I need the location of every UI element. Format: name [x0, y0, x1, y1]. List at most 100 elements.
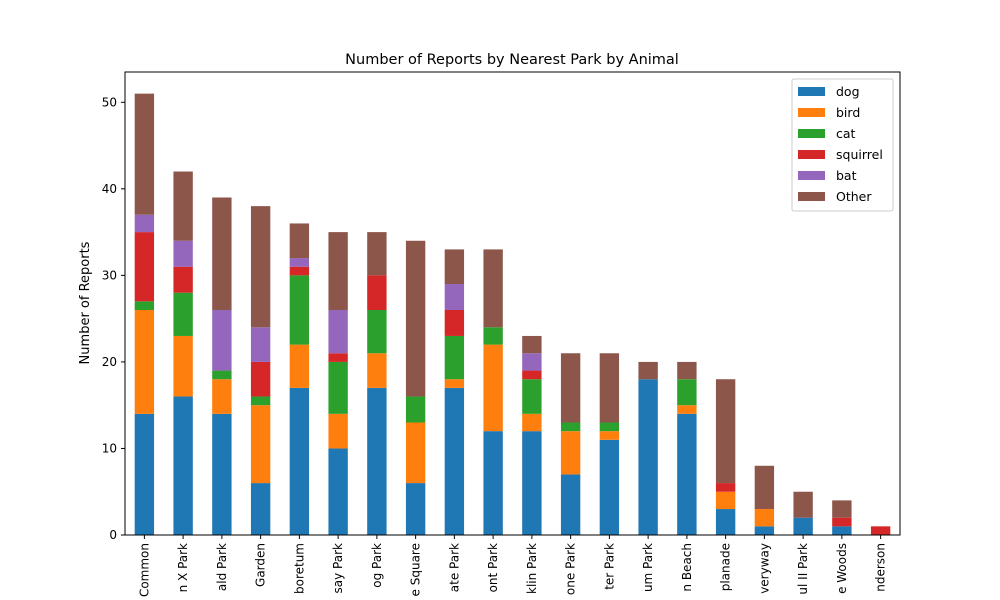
- bar-dog-2: [212, 413, 232, 535]
- bar-bird-15: [715, 491, 736, 510]
- bar-bird-12: [599, 431, 620, 440]
- bar-dog-9: [483, 431, 503, 535]
- bars-group: [134, 93, 891, 535]
- bar-bird-0: [134, 309, 155, 414]
- plot-frame: [124, 71, 901, 536]
- bar-squirrel-5: [328, 353, 348, 362]
- bar-dog-13: [638, 379, 658, 535]
- x-tick-label: ate Park: [447, 543, 461, 592]
- bar-dog-6: [367, 387, 387, 535]
- bar-squirrel-8: [444, 309, 465, 336]
- bar-bat-10: [522, 353, 542, 371]
- bar-cat-4: [289, 275, 310, 345]
- bar-other-16: [754, 465, 775, 510]
- y-axis-label: Number of Reports: [78, 241, 93, 364]
- x-tick-label: boretum: [292, 543, 306, 594]
- bar-cat-8: [444, 335, 465, 380]
- bar-dog-18: [832, 526, 852, 535]
- bar-cat-12: [599, 422, 620, 432]
- legend-label-other: Other: [836, 189, 872, 204]
- bar-other-13: [638, 361, 658, 380]
- bar-dog-10: [522, 431, 542, 535]
- bar-other-3: [250, 206, 271, 328]
- x-tick-label: Garden: [254, 543, 268, 587]
- bar-bat-8: [444, 284, 465, 310]
- legend-swatch-cat: [798, 129, 825, 138]
- x-tick-label: ter Park: [602, 543, 616, 590]
- bar-other-4: [289, 223, 310, 259]
- bar-other-17: [793, 491, 813, 518]
- bar-cat-3: [250, 396, 271, 406]
- bar-bird-11: [560, 431, 581, 475]
- bar-bird-4: [289, 344, 310, 388]
- bar-bird-16: [754, 509, 775, 527]
- legend-swatch-other: [798, 192, 825, 201]
- bar-bat-5: [328, 309, 348, 354]
- bar-bird-8: [444, 379, 465, 388]
- x-tick-label: planade: [719, 543, 733, 591]
- bar-other-9: [483, 249, 503, 328]
- bar-dog-8: [444, 387, 465, 535]
- bar-dog-15: [715, 509, 736, 535]
- y-tick-label: 50: [102, 95, 117, 109]
- bar-cat-0: [134, 301, 155, 310]
- bar-bird-14: [677, 405, 697, 414]
- bar-squirrel-3: [250, 361, 271, 397]
- bar-dog-0: [134, 413, 155, 535]
- bar-other-14: [677, 361, 697, 380]
- legend-swatch-bird: [798, 108, 825, 117]
- bar-cat-11: [560, 422, 581, 432]
- bar-bird-6: [367, 353, 387, 388]
- bar-squirrel-4: [289, 266, 310, 276]
- bar-squirrel-0: [134, 232, 155, 302]
- bar-bat-4: [289, 258, 310, 267]
- bar-squirrel-19: [870, 526, 891, 535]
- bar-other-0: [134, 93, 155, 215]
- bar-other-11: [560, 353, 581, 423]
- bar-dog-5: [328, 448, 348, 535]
- bar-dog-3: [250, 483, 271, 535]
- axes-group: 0 10 20 30 40 50 Common n X Park ald Park Garden b…: [102, 71, 901, 597]
- y-tick-label: 0: [109, 528, 117, 542]
- bar-bat-2: [212, 309, 232, 371]
- legend-label-bird: bird: [836, 105, 860, 120]
- bar-squirrel-10: [522, 370, 542, 380]
- bar-bird-10: [522, 413, 542, 432]
- x-tick-label: Common: [137, 543, 151, 597]
- legend-label-dog: dog: [836, 84, 860, 99]
- bar-dog-16: [754, 526, 775, 535]
- bar-cat-7: [405, 396, 426, 423]
- bar-bird-7: [405, 422, 426, 484]
- x-tick-label: um Park: [641, 543, 655, 592]
- bar-other-5: [328, 232, 348, 310]
- bar-dog-17: [793, 517, 813, 535]
- bar-cat-2: [212, 370, 232, 380]
- bar-bat-1: [173, 240, 193, 267]
- bar-bird-1: [173, 335, 193, 397]
- x-tick-label: ont Park: [486, 543, 500, 592]
- bar-cat-10: [522, 379, 542, 414]
- bar-squirrel-1: [173, 266, 193, 293]
- x-tick-label: e Woods: [835, 543, 849, 594]
- x-tick-label: n X Park: [176, 543, 190, 592]
- bar-cat-1: [173, 292, 193, 336]
- bar-dog-7: [405, 483, 426, 535]
- x-tick-label: og Park: [370, 543, 384, 588]
- y-tick-label: 30: [102, 268, 117, 282]
- x-tick-label: n Beach: [680, 543, 694, 592]
- legend-swatch-bat: [798, 171, 825, 180]
- legend-label-bat: bat: [836, 168, 857, 183]
- bar-other-7: [405, 240, 426, 397]
- bar-cat-9: [483, 327, 503, 345]
- bar-squirrel-6: [367, 275, 387, 310]
- bar-other-2: [212, 197, 232, 310]
- x-tick-label: say Park: [331, 543, 345, 594]
- bar-dog-12: [599, 439, 620, 535]
- bar-bird-2: [212, 379, 232, 414]
- bar-cat-5: [328, 361, 348, 414]
- bar-other-8: [444, 249, 465, 285]
- legend: dog bird cat squirrel bat Other: [791, 78, 894, 212]
- legend-label-squirrel: squirrel: [836, 147, 883, 162]
- y-tick-label: 10: [102, 441, 117, 455]
- bar-other-6: [367, 232, 387, 276]
